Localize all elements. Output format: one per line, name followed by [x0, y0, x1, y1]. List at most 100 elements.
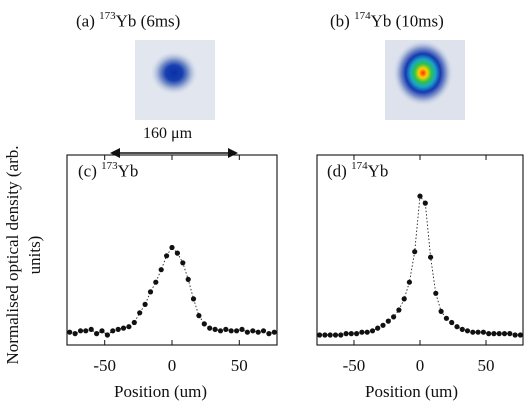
- x-tick-label-c-2: 50: [231, 356, 248, 375]
- data-point-d-27: [459, 326, 465, 332]
- panel-d-label: (d) 174Yb: [327, 160, 389, 181]
- data-point-d-19: [417, 193, 423, 199]
- data-point-c-6: [99, 328, 105, 334]
- data-point-c-4: [88, 326, 94, 332]
- data-point-c-12: [131, 319, 137, 326]
- panel-b-mass: 174: [354, 10, 371, 22]
- y-axis-label: Normalised optical density (arb. units): [3, 145, 44, 365]
- data-point-c-18: [164, 253, 170, 259]
- panel-b-label: (b) 174Yb (10ms): [330, 10, 444, 31]
- data-point-c-3: [83, 328, 89, 334]
- plot-frame-c: [66, 154, 278, 346]
- data-point-c-1: [72, 331, 78, 337]
- series-line-c: [69, 246, 275, 336]
- plot-frame-d: [316, 154, 524, 346]
- data-point-d-21: [428, 254, 434, 260]
- data-point-c-28: [217, 328, 224, 334]
- data-point-d-17: [406, 279, 412, 285]
- data-point-c-11: [126, 324, 132, 330]
- data-point-c-16: [153, 279, 159, 285]
- data-point-c-26: [207, 325, 213, 331]
- data-point-c-34: [250, 328, 256, 334]
- x-axis-label-c: Position (um): [114, 382, 208, 401]
- data-point-c-20: [174, 250, 180, 256]
- data-point-d-33: [491, 331, 497, 337]
- data-point-c-15: [147, 289, 154, 295]
- data-point-d-13: [385, 318, 391, 324]
- data-point-d-18: [412, 249, 418, 255]
- scale-bar-label: 160 μm: [143, 125, 193, 142]
- data-point-d-4: [338, 332, 344, 338]
- data-point-c-13: [137, 310, 143, 316]
- panel-c-label: (c) 173Yb: [78, 160, 139, 181]
- data-point-d-3: [332, 332, 339, 338]
- data-point-c-9: [115, 326, 121, 332]
- data-point-c-22: [185, 276, 191, 282]
- data-point-d-14: [391, 314, 397, 320]
- data-point-c-37: [266, 331, 272, 337]
- data-point-c-21: [180, 260, 186, 266]
- data-point-d-34: [496, 331, 502, 337]
- data-point-c-5: [94, 331, 100, 337]
- data-point-d-0: [317, 332, 323, 338]
- data-point-c-33: [244, 329, 250, 335]
- x-axis-label-d: Position (um): [365, 382, 459, 401]
- data-point-d-32: [486, 331, 492, 337]
- data-point-c-24: [196, 313, 202, 319]
- absorption-image-173yb: [135, 40, 215, 120]
- data-point-d-7: [354, 331, 360, 337]
- x-tick-label-d-1: 0: [416, 356, 425, 375]
- data-point-d-28: [464, 328, 471, 334]
- data-point-d-6: [348, 331, 354, 337]
- data-point-d-9: [364, 329, 370, 335]
- data-point-d-12: [380, 322, 386, 328]
- x-tick-label-d-2: 50: [478, 356, 495, 375]
- x-tick-label-d-0: -50: [343, 356, 366, 375]
- data-point-d-5: [343, 331, 349, 337]
- data-point-c-38: [271, 329, 277, 335]
- x-tick-label-c-0: -50: [93, 356, 116, 375]
- data-point-c-10: [120, 325, 127, 331]
- data-point-d-31: [480, 329, 486, 335]
- data-point-d-1: [322, 332, 328, 338]
- panel-a-label: (a) 173Yb (6ms): [76, 10, 181, 31]
- data-point-c-35: [255, 329, 261, 335]
- data-point-d-23: [438, 308, 444, 314]
- data-point-d-36: [507, 331, 513, 337]
- data-point-d-25: [449, 319, 455, 326]
- data-point-d-20: [422, 200, 428, 206]
- data-point-d-26: [454, 324, 460, 330]
- data-point-d-29: [470, 329, 476, 335]
- data-point-c-36: [260, 328, 267, 334]
- data-point-d-16: [401, 296, 407, 302]
- data-point-c-32: [239, 326, 245, 332]
- data-point-c-23: [190, 296, 197, 302]
- data-point-c-2: [77, 328, 84, 334]
- data-point-d-37: [512, 332, 518, 338]
- data-point-c-14: [142, 301, 148, 307]
- data-point-c-27: [212, 326, 218, 332]
- data-point-c-0: [67, 329, 73, 335]
- data-point-d-24: [443, 315, 449, 321]
- series-line-d: [319, 194, 521, 336]
- data-point-d-30: [475, 329, 481, 335]
- absorption-image-174yb: [385, 40, 465, 120]
- x-tick-label-c-1: 0: [168, 356, 177, 375]
- data-point-d-2: [327, 332, 333, 338]
- data-point-d-15: [396, 307, 402, 313]
- scale-bar: [110, 148, 238, 158]
- panel-a-mass: 173: [99, 10, 116, 22]
- data-point-c-7: [104, 332, 110, 338]
- data-point-c-25: [201, 321, 207, 327]
- data-point-d-11: [375, 325, 381, 331]
- data-point-c-8: [110, 328, 116, 334]
- data-point-d-38: [517, 332, 524, 338]
- data-point-c-19: [169, 244, 175, 251]
- data-point-d-8: [359, 329, 365, 335]
- data-point-d-22: [433, 290, 439, 296]
- data-point-d-10: [369, 328, 376, 334]
- data-point-c-29: [223, 326, 229, 332]
- data-point-c-30: [228, 328, 234, 334]
- data-point-c-31: [234, 328, 240, 334]
- data-point-c-17: [158, 267, 164, 273]
